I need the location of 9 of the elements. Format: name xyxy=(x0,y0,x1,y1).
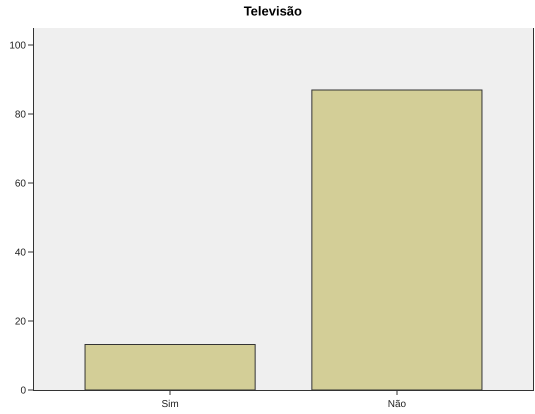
y-tick-label: 40 xyxy=(14,248,26,259)
y-tick-label: 0 xyxy=(20,386,26,396)
y-tick-label: 100 xyxy=(9,40,26,52)
x-tick-label: Sim xyxy=(161,399,179,410)
y-tick-label: 60 xyxy=(14,178,26,190)
y-tick-label: 20 xyxy=(14,316,26,328)
y-tick-label: 80 xyxy=(14,110,26,121)
x-tick-label: Não xyxy=(388,399,407,410)
chart-title: Televisão xyxy=(244,3,302,18)
